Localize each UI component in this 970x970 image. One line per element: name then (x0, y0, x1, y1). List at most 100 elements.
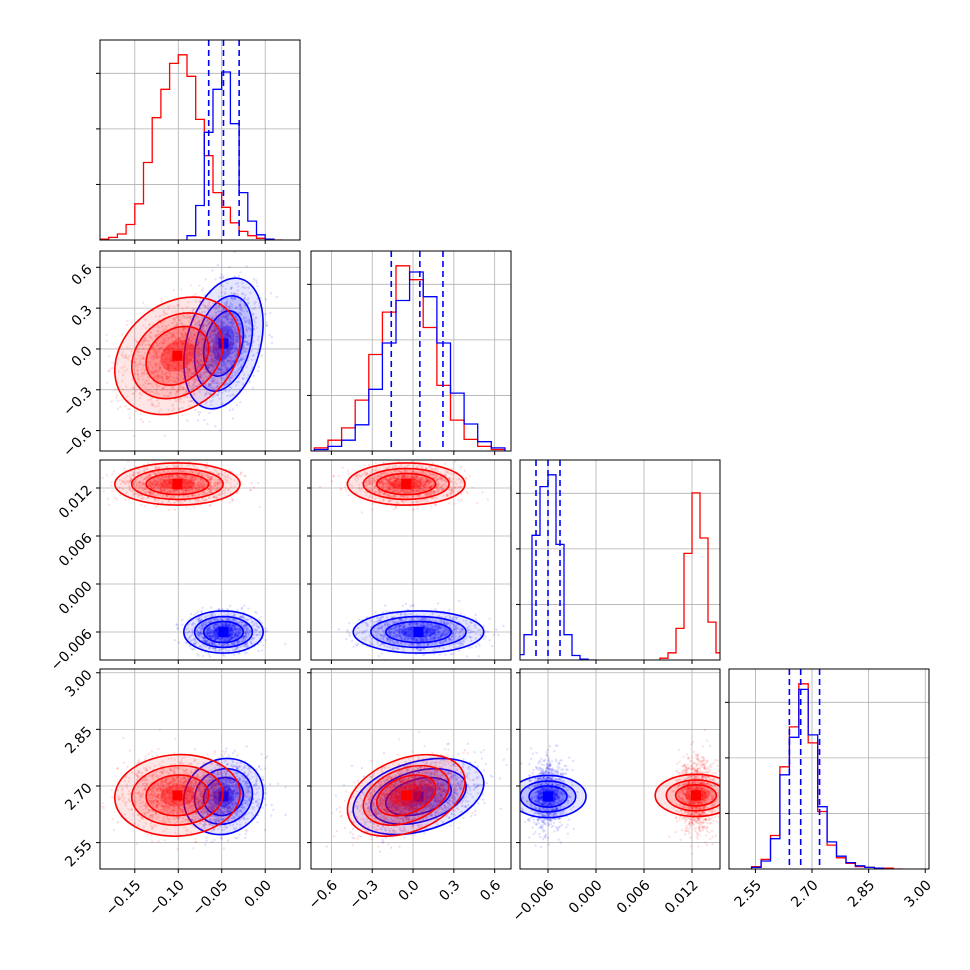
scatter-point (161, 345, 165, 348)
scatter-point (212, 626, 216, 629)
scatter-point (166, 476, 170, 479)
scatter-point (216, 336, 220, 340)
scatter-point (228, 634, 231, 638)
scatter-point (194, 358, 197, 361)
scatter-point (163, 360, 167, 363)
scatter-point (160, 486, 163, 490)
scatter-point (215, 483, 219, 486)
scatter-point (190, 487, 193, 490)
scatter-point (211, 379, 214, 383)
scatter-point (189, 334, 193, 337)
scatter-point (159, 347, 162, 350)
scatter-point (176, 627, 179, 631)
scatter-point (226, 349, 229, 352)
scatter-point (224, 357, 227, 360)
scatter-point (207, 635, 210, 638)
scatter-point (165, 478, 169, 481)
scatter-point (202, 323, 205, 327)
scatter-point (224, 639, 227, 643)
scatter-point (209, 346, 212, 349)
scatter-point (177, 360, 181, 364)
scatter-point (247, 632, 250, 635)
scatter-point (230, 386, 233, 390)
scatter-point (175, 476, 179, 479)
scatter-point (155, 356, 158, 360)
scatter-point (160, 321, 163, 325)
scatter-point (227, 618, 230, 621)
scatter-point (165, 377, 168, 381)
scatter-point (181, 346, 184, 349)
scatter-point (213, 619, 216, 622)
scatter-point (136, 373, 139, 376)
scatter-point (197, 410, 200, 414)
scatter-point (245, 642, 249, 645)
scatter-point (196, 641, 199, 644)
scatter-point (214, 629, 218, 632)
scatter-point (222, 362, 225, 366)
scatter-point (231, 634, 235, 637)
scatter-point (222, 309, 226, 312)
scatter-point (229, 346, 233, 349)
scatter-point (126, 479, 129, 483)
scatter-point (174, 368, 177, 371)
scatter-point (158, 374, 161, 378)
scatter-point (144, 475, 148, 478)
scatter-point (244, 335, 247, 338)
scatter-point (182, 373, 185, 376)
scatter-point (185, 361, 188, 364)
scatter-point (258, 630, 262, 634)
scatter-point (216, 323, 220, 326)
scatter-point (210, 477, 213, 480)
scatter-point (173, 502, 176, 505)
scatter-point (139, 396, 142, 400)
scatter-point (204, 499, 207, 502)
scatter-point (203, 615, 207, 619)
scatter-point (206, 626, 209, 630)
scatter-point (121, 333, 124, 336)
x-tick-label: 3.00 (901, 877, 934, 910)
scatter-point (241, 615, 244, 618)
scatter-point (207, 635, 211, 638)
scatter-point (212, 646, 215, 650)
scatter-point (232, 394, 235, 397)
scatter-point (195, 498, 198, 502)
scatter-point (164, 371, 167, 375)
scatter-point (173, 360, 176, 363)
scatter-point (188, 635, 191, 639)
scatter-point (193, 334, 197, 337)
scatter-point (218, 638, 221, 642)
scatter-point (231, 331, 234, 334)
scatter-point (170, 386, 173, 389)
scatter-point (208, 647, 211, 650)
scatter-point (188, 630, 192, 633)
scatter-point (232, 628, 235, 632)
scatter-point (231, 333, 234, 336)
scatter-point (164, 475, 167, 478)
scatter-point (223, 636, 226, 640)
scatter-point (197, 337, 200, 340)
scatter-point (186, 375, 189, 378)
scatter-point (237, 652, 241, 655)
scatter-point (153, 371, 156, 374)
scatter-point (193, 369, 196, 372)
scatter-point (212, 345, 215, 348)
scatter-point (220, 637, 224, 641)
scatter-point (236, 348, 239, 352)
scatter-point (214, 623, 217, 626)
scatter-point (217, 481, 221, 485)
scatter-point (152, 355, 155, 359)
scatter-point (183, 338, 186, 341)
scatter-point (222, 363, 226, 367)
scatter-point (181, 367, 184, 370)
scatter-point (202, 483, 206, 486)
scatter-point (187, 487, 191, 490)
scatter-point (234, 348, 238, 351)
scatter-point (179, 322, 183, 325)
scatter-point (234, 632, 237, 635)
scatter-point (180, 463, 183, 466)
scatter-point (198, 375, 202, 379)
scatter-point (200, 338, 203, 341)
scatter-point (204, 354, 207, 358)
scatter-point (211, 643, 214, 646)
scatter-point (230, 374, 233, 377)
